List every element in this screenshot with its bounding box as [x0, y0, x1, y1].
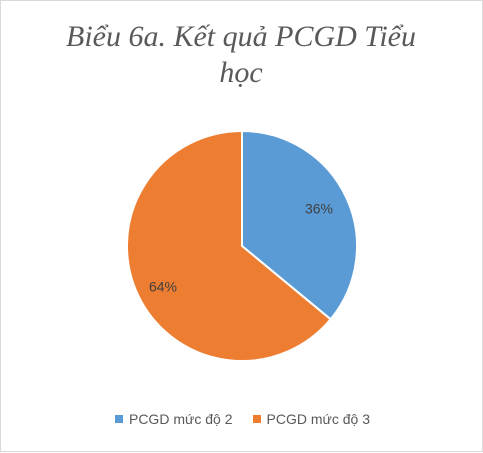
data-label-level-3: 64% [149, 279, 177, 295]
chart-title: Biểu 6a. Kết quả PCGD Tiểu học [66, 20, 416, 89]
pie-slice-level-2 [241, 129, 358, 321]
legend-label-level-2: PCGD mức độ 2 [128, 411, 233, 427]
data-label-level-2: 36% [305, 201, 333, 217]
data-labels: 36% 64% [149, 201, 333, 295]
legend-swatch-level-2 [114, 415, 123, 423]
legend: PCGD mức độ 2 PCGD mức độ 3 [1, 411, 483, 427]
legend-item-level-2: PCGD mức độ 2 [114, 411, 233, 427]
legend-item-level-3: PCGD mức độ 3 [252, 411, 371, 427]
pie-slice-level-3 [126, 129, 333, 362]
legend-label-level-3: PCGD mức độ 3 [266, 411, 371, 427]
legend-swatch-level-3 [252, 415, 261, 423]
pie-slices [126, 129, 358, 362]
